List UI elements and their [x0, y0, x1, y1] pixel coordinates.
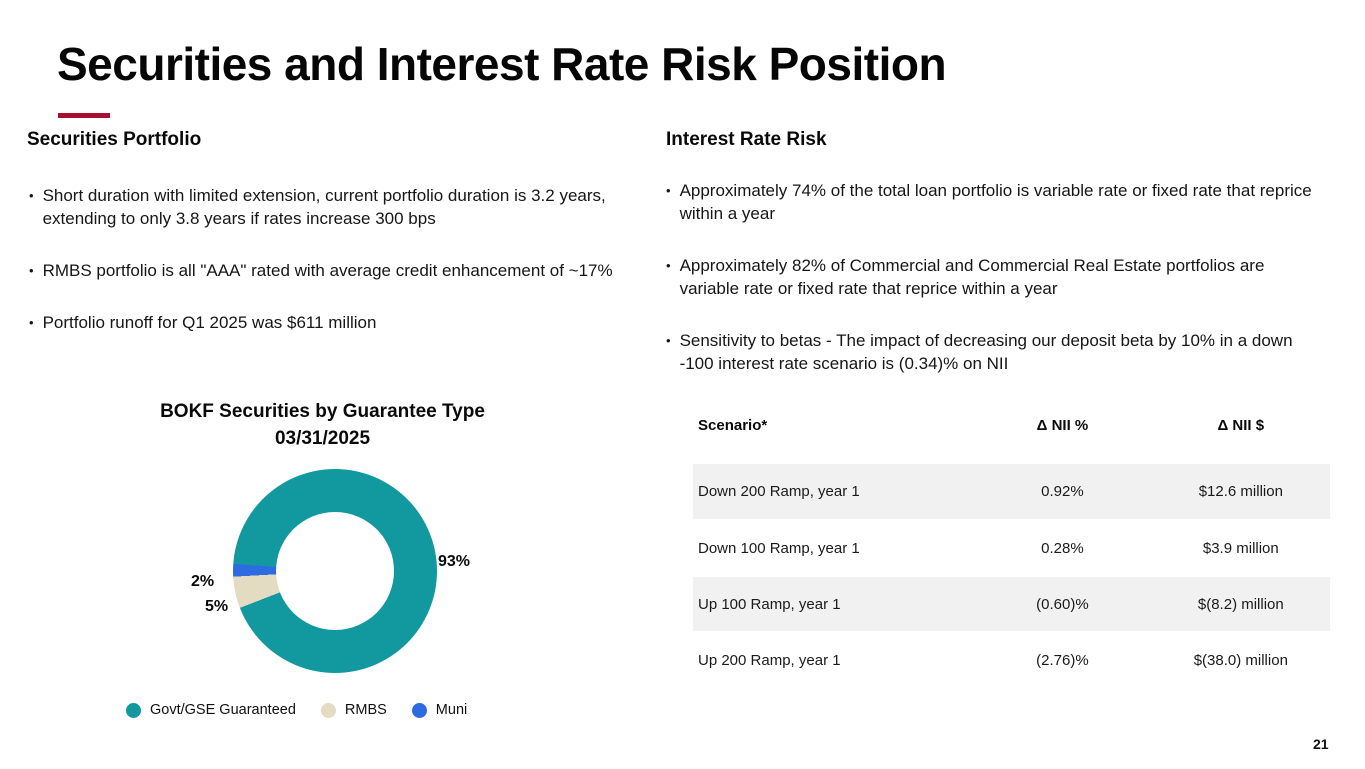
legend-swatch-icon	[320, 702, 336, 718]
value-cell: $3.9 million	[1202, 539, 1279, 557]
chart-title: BOKF Securities by Guarantee Type 03/31/…	[45, 398, 600, 452]
legend-swatch-icon	[126, 702, 141, 718]
donut-chart: 93% 2% 5%	[191, 469, 470, 673]
bullet-item: • Short duration with limited extension, …	[29, 184, 653, 230]
legend-swatch-icon	[411, 702, 427, 718]
scenario-table: Scenario* Δ NII % Δ NII $ Down 200 Ramp, y…	[693, 403, 1330, 689]
page-title: Securities and Interest Rate Risk Positi…	[57, 38, 947, 90]
scenario-cell: Down 200 Ramp, year 1	[698, 483, 860, 500]
legend-item: Muni	[411, 702, 468, 718]
bullet-text: Portfolio runoff for Q1 2025 was $611 mi…	[42, 313, 377, 332]
table-row: Up 200 Ramp, year 1 (2.76)% $(38.0) millio…	[693, 632, 1330, 688]
bullet-item: • Approximately 74% of the total loan por…	[666, 179, 1321, 225]
table-row: Down 200 Ramp, year 1 0.92% $12.6 million	[693, 464, 1330, 520]
value-cell: (0.60)%	[1036, 595, 1089, 613]
bullet-dot-icon: •	[666, 258, 671, 273]
bullet-dot-icon: •	[29, 315, 34, 330]
securities-portfolio-bullets: • Short duration with limited extension, …	[29, 184, 653, 363]
slice-label-rmbs: 5%	[205, 598, 229, 615]
bullet-dot-icon: •	[666, 183, 671, 198]
table-row: Up 100 Ramp, year 1 (0.60)% $(8.2) million	[693, 576, 1330, 632]
bullet-dot-icon: •	[666, 333, 671, 348]
bullet-text: Approximately 74% of the total loan port…	[679, 181, 1312, 223]
title-accent-rule	[58, 113, 110, 118]
bullet-text: Sensitivity to betas - The impact of dec…	[679, 331, 1293, 373]
chart-title-line1: BOKF Securities by Guarantee Type	[160, 401, 485, 422]
value-cell: $12.6 million	[1198, 483, 1283, 500]
interest-rate-risk-bullets: • Approximately 74% of the total loan por…	[666, 179, 1321, 404]
value-cell: $(8.2) million	[1197, 595, 1284, 613]
chart-title-date: 03/31/2025	[274, 428, 371, 449]
scenario-cell: Up 200 Ramp, year 1	[698, 651, 841, 669]
legend-label: Govt/GSE Guaranteed	[150, 702, 296, 718]
bullet-dot-icon: •	[29, 188, 34, 203]
bullet-text: Short duration with limited extension, c…	[42, 186, 606, 228]
slice-label-govt-gse: 93%	[438, 553, 471, 570]
legend-item: RMBS	[320, 702, 387, 718]
interest-rate-risk-heading: Interest Rate Risk	[666, 129, 827, 150]
bullet-item: • Portfolio runoff for Q1 2025 was $611 m…	[29, 311, 653, 334]
value-cell: $(38.0) million	[1193, 651, 1288, 669]
chart-legend: Govt/GSE Guaranteed RMBS Muni	[126, 702, 467, 718]
table-header-cell: Δ NII $	[1217, 416, 1265, 434]
value-cell: (2.76)%	[1036, 651, 1089, 669]
scenario-cell: Down 100 Ramp, year 1	[698, 539, 860, 557]
donut-hole	[276, 512, 394, 630]
bullet-item: • RMBS portfolio is all "AAA" rated with …	[29, 259, 653, 282]
bullet-text: Approximately 82% of Commercial and Comm…	[679, 256, 1265, 298]
value-cell: 0.28%	[1041, 539, 1084, 557]
bullet-text: RMBS portfolio is all "AAA" rated with a…	[42, 261, 613, 280]
legend-label: RMBS	[344, 702, 387, 718]
bullet-item: • Approximately 82% of Commercial and Com…	[666, 254, 1321, 300]
page-number: 21	[1313, 736, 1329, 752]
bullet-dot-icon: •	[29, 263, 34, 278]
table-header-cell: Scenario*	[698, 416, 768, 434]
legend-item: Govt/GSE Guaranteed	[126, 702, 296, 718]
securities-portfolio-heading: Securities Portfolio	[27, 129, 202, 150]
bullet-item: • Sensitivity to betas - The impact of de…	[666, 329, 1321, 375]
scenario-cell: Up 100 Ramp, year 1	[698, 595, 841, 613]
legend-label: Muni	[435, 702, 468, 718]
table-header-cell: Δ NII %	[1036, 416, 1089, 434]
slice-label-muni: 2%	[191, 573, 215, 590]
value-cell: 0.92%	[1041, 483, 1084, 500]
table-header-row: Scenario* Δ NII % Δ NII $	[693, 403, 1330, 447]
table-row: Down 100 Ramp, year 1 0.28% $3.9 million	[693, 520, 1330, 576]
